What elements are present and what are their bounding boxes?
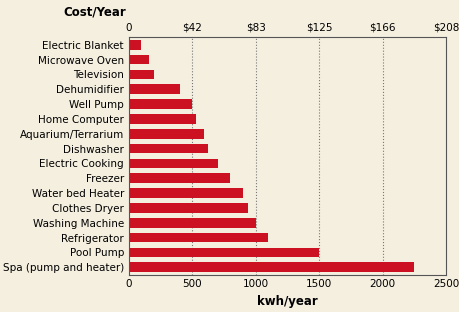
Bar (129, 173, 230, 183)
Bar (129, 144, 207, 154)
Bar (129, 203, 247, 213)
Bar (129, 218, 255, 227)
Bar (129, 85, 179, 94)
Bar (129, 129, 203, 139)
Bar (129, 188, 242, 198)
Text: Cost/Year: Cost/Year (63, 6, 125, 18)
Bar (129, 158, 217, 168)
Bar (129, 40, 141, 50)
Bar (129, 114, 196, 124)
Bar (129, 99, 192, 109)
Bar (129, 233, 268, 242)
Bar (129, 262, 414, 272)
X-axis label: kwh/year: kwh/year (257, 295, 317, 308)
Bar (129, 70, 154, 79)
Bar (129, 55, 149, 65)
Bar (129, 247, 319, 257)
